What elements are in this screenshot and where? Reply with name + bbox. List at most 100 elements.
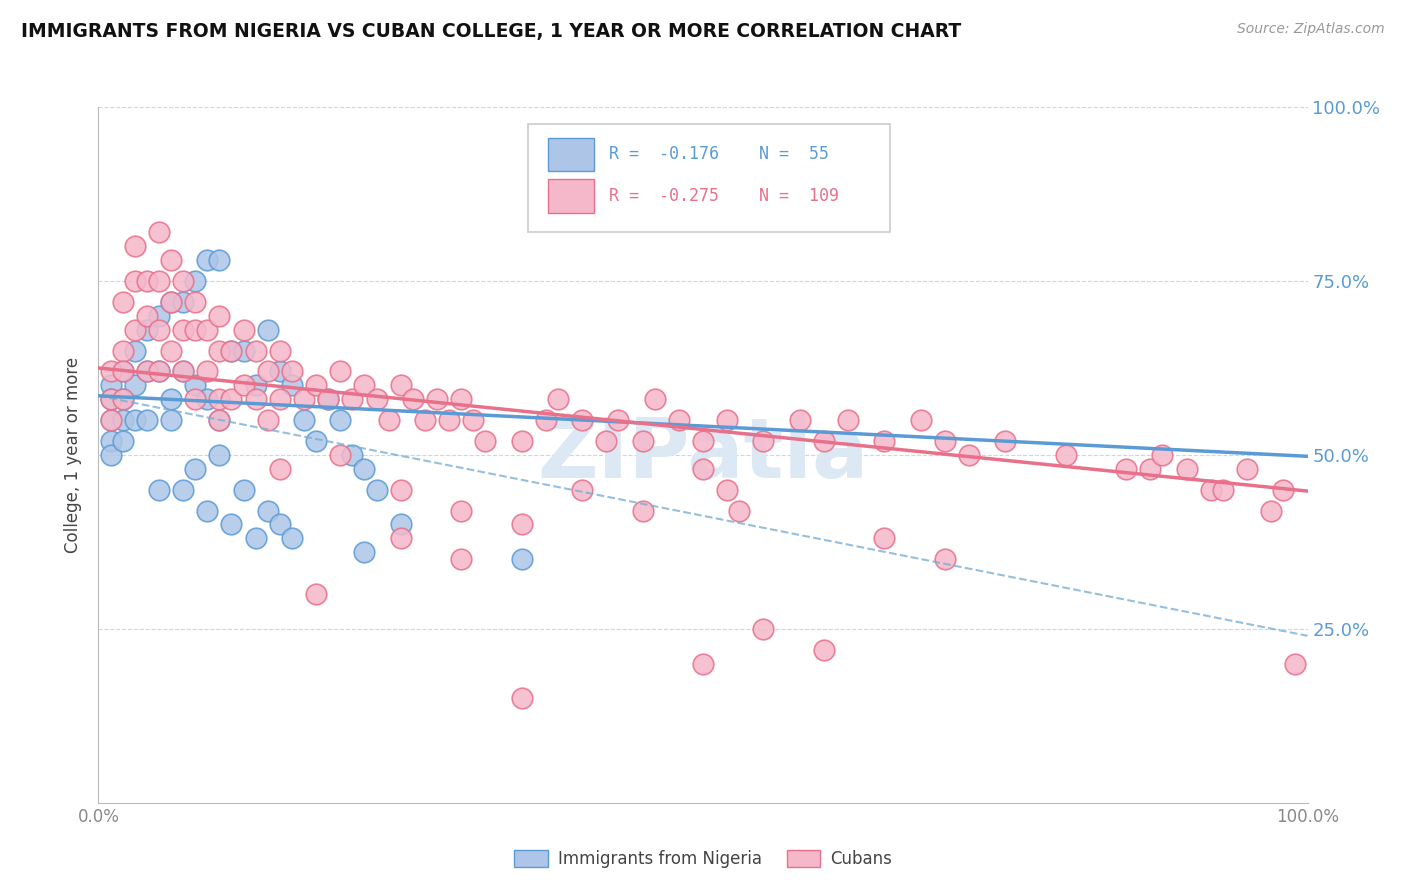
Point — [124, 343, 146, 358]
Point — [208, 309, 231, 323]
Point — [934, 434, 956, 448]
Text: IMMIGRANTS FROM NIGERIA VS CUBAN COLLEGE, 1 YEAR OR MORE CORRELATION CHART: IMMIGRANTS FROM NIGERIA VS CUBAN COLLEGE… — [21, 22, 962, 41]
Point — [160, 253, 183, 268]
Point — [195, 253, 218, 268]
Point — [873, 532, 896, 546]
Point — [1054, 448, 1077, 462]
Point — [910, 413, 932, 427]
Point — [148, 309, 170, 323]
Point — [366, 392, 388, 407]
Point — [135, 364, 157, 378]
Point — [135, 274, 157, 288]
Text: R =  -0.275    N =  109: R = -0.275 N = 109 — [609, 187, 839, 205]
Point — [148, 483, 170, 497]
Point — [100, 378, 122, 392]
Point — [172, 364, 194, 378]
Point — [692, 657, 714, 671]
Point — [342, 448, 364, 462]
Point — [292, 392, 315, 407]
Point — [474, 434, 496, 448]
Point — [668, 413, 690, 427]
Point — [1272, 483, 1295, 497]
Point — [232, 323, 254, 337]
Point — [571, 413, 593, 427]
Point — [148, 274, 170, 288]
Point — [208, 343, 231, 358]
Point — [160, 413, 183, 427]
Point — [547, 392, 569, 407]
Point — [172, 274, 194, 288]
Point — [281, 378, 304, 392]
Point — [208, 392, 231, 407]
Point — [148, 364, 170, 378]
Point — [1199, 483, 1222, 497]
Point — [232, 343, 254, 358]
Point — [305, 434, 328, 448]
Point — [510, 434, 533, 448]
Point — [463, 413, 485, 427]
Point — [1212, 483, 1234, 497]
Point — [111, 392, 134, 407]
Point — [100, 392, 122, 407]
Point — [716, 413, 738, 427]
Point — [329, 448, 352, 462]
Point — [195, 323, 218, 337]
Point — [269, 462, 291, 476]
Point — [377, 413, 399, 427]
Point — [631, 434, 654, 448]
Point — [160, 343, 183, 358]
Point — [124, 274, 146, 288]
Bar — [548, 137, 595, 171]
Point — [124, 413, 146, 427]
Point — [595, 434, 617, 448]
Point — [221, 343, 243, 358]
Point — [692, 462, 714, 476]
Point — [100, 413, 122, 427]
Point — [124, 239, 146, 253]
Point — [1152, 448, 1174, 462]
Point — [172, 294, 194, 309]
Point — [232, 378, 254, 392]
Point — [124, 378, 146, 392]
Point — [135, 323, 157, 337]
Point — [184, 378, 207, 392]
Point — [111, 343, 134, 358]
Point — [184, 274, 207, 288]
Point — [366, 483, 388, 497]
Point — [256, 413, 278, 427]
Point — [353, 462, 375, 476]
Point — [389, 378, 412, 392]
Point — [329, 413, 352, 427]
Point — [534, 413, 557, 427]
Point — [389, 517, 412, 532]
Point — [450, 392, 472, 407]
Point — [269, 517, 291, 532]
Point — [644, 392, 666, 407]
Point — [813, 642, 835, 657]
Point — [160, 294, 183, 309]
Point — [160, 294, 183, 309]
Y-axis label: College, 1 year or more: College, 1 year or more — [65, 357, 83, 553]
Point — [245, 343, 267, 358]
Point — [342, 392, 364, 407]
Point — [269, 392, 291, 407]
Point — [402, 392, 425, 407]
FancyBboxPatch shape — [527, 124, 890, 232]
Text: R =  -0.176    N =  55: R = -0.176 N = 55 — [609, 145, 828, 163]
Point — [245, 378, 267, 392]
Point — [692, 434, 714, 448]
Point — [1139, 462, 1161, 476]
Point — [305, 378, 328, 392]
Point — [208, 253, 231, 268]
Point — [426, 392, 449, 407]
Point — [148, 364, 170, 378]
Point — [195, 392, 218, 407]
Point — [510, 552, 533, 566]
Point — [160, 392, 183, 407]
Point — [934, 552, 956, 566]
Point — [994, 434, 1017, 448]
Point — [148, 323, 170, 337]
Point — [135, 309, 157, 323]
Point — [184, 392, 207, 407]
Point — [221, 517, 243, 532]
